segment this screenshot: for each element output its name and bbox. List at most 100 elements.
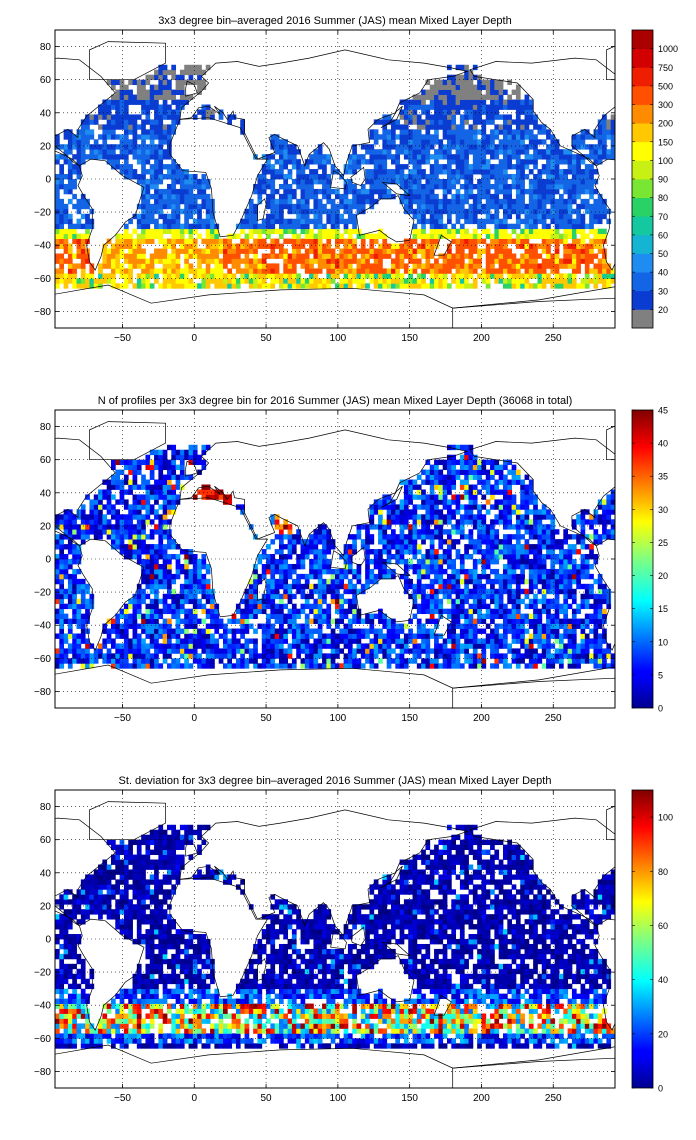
data-cell xyxy=(498,149,504,155)
data-cell xyxy=(602,268,607,274)
data-cell xyxy=(365,613,370,619)
data-cell xyxy=(378,243,383,249)
data-cell xyxy=(335,169,340,175)
data-cell xyxy=(528,169,534,175)
data-cell xyxy=(132,263,138,269)
data-cell xyxy=(128,618,133,624)
data-cell xyxy=(128,233,133,239)
data-cell xyxy=(309,169,314,175)
data-cell xyxy=(416,139,422,145)
data-cell xyxy=(210,253,215,259)
data-cell xyxy=(59,608,65,615)
data-cell xyxy=(416,94,422,100)
data-cell xyxy=(597,663,603,669)
data-cell xyxy=(356,588,362,595)
data-cell xyxy=(382,169,388,175)
data-cell xyxy=(567,179,573,185)
data-cell xyxy=(438,663,444,669)
data-cell xyxy=(184,203,189,210)
data-cell xyxy=(80,273,86,279)
data-cell xyxy=(373,188,379,195)
data-cell xyxy=(128,253,133,259)
data-cell xyxy=(274,263,280,269)
data-cell xyxy=(524,159,530,165)
data-cell xyxy=(59,174,65,180)
data-cell xyxy=(266,223,271,230)
data-cell xyxy=(589,164,594,170)
data-cell xyxy=(261,188,267,195)
data-cell xyxy=(322,253,327,259)
data-cell xyxy=(412,223,418,230)
data-cell xyxy=(188,278,194,284)
data-cell xyxy=(291,243,297,249)
data-cell xyxy=(447,663,452,669)
data-cell xyxy=(498,169,504,175)
data-cell xyxy=(313,268,319,274)
data-cell xyxy=(412,119,418,125)
data-cell xyxy=(378,258,383,264)
data-cell xyxy=(93,283,99,289)
data-cell xyxy=(274,149,280,155)
data-cell xyxy=(584,618,590,624)
data-cell xyxy=(149,613,155,619)
data-cell xyxy=(98,263,103,269)
data-cell xyxy=(559,658,564,664)
data-cell xyxy=(274,618,280,624)
data-cell xyxy=(106,144,112,150)
data-cell xyxy=(490,618,495,624)
data-cell xyxy=(451,603,457,610)
data-cell xyxy=(559,238,564,244)
data-cell xyxy=(162,94,168,100)
data-cell xyxy=(494,658,500,664)
data-cell xyxy=(309,174,314,180)
data-cell xyxy=(119,104,125,110)
data-cell xyxy=(154,159,159,165)
data-cell xyxy=(287,278,293,284)
data-cell xyxy=(59,613,65,619)
data-cell xyxy=(235,248,241,254)
data-cell xyxy=(300,203,306,210)
data-cell xyxy=(145,144,151,150)
data-cell xyxy=(576,658,581,664)
data-cell xyxy=(378,169,383,175)
data-cell xyxy=(145,169,151,175)
data-cell xyxy=(179,588,185,595)
data-cell xyxy=(498,638,504,644)
data-cell xyxy=(197,89,202,95)
data-cell xyxy=(434,154,439,160)
data-cell xyxy=(115,648,121,654)
data-cell xyxy=(179,283,185,289)
data-cell xyxy=(322,183,327,190)
data-cell xyxy=(102,154,108,160)
data-cell xyxy=(567,228,573,235)
data-cell xyxy=(485,218,491,225)
data-cell xyxy=(571,174,577,180)
data-cell xyxy=(597,198,603,205)
data-cell xyxy=(119,238,125,244)
data-cell xyxy=(567,233,573,239)
colorbar-tick-label: 750 xyxy=(658,63,673,73)
data-cell xyxy=(434,183,439,190)
data-cell xyxy=(257,238,263,244)
data-cell xyxy=(447,74,452,81)
data-cell xyxy=(145,198,151,205)
data-cell xyxy=(421,223,426,230)
data-cell xyxy=(451,94,457,100)
data-cell xyxy=(571,223,577,230)
data-cell xyxy=(102,658,108,664)
data-cell xyxy=(192,64,198,71)
data-cell xyxy=(201,663,207,669)
data-cell xyxy=(597,278,603,284)
data-cell xyxy=(498,129,504,135)
data-cell xyxy=(300,169,306,175)
data-cell xyxy=(287,628,293,634)
data-cell xyxy=(192,628,198,634)
data-cell xyxy=(291,638,297,644)
data-cell xyxy=(214,618,220,624)
data-cell xyxy=(369,144,375,150)
data-cell xyxy=(481,628,487,634)
data-cell xyxy=(606,119,612,125)
data-cell xyxy=(283,628,289,634)
data-cell xyxy=(352,248,357,254)
data-cell xyxy=(93,154,99,160)
